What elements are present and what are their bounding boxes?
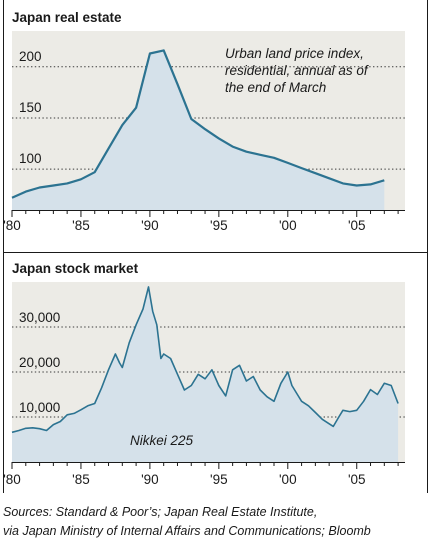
re-x-tick-label-0: '80: [3, 218, 21, 233]
re-x-tick-label-2: '90: [141, 218, 159, 233]
re-x-tick-label-3: '95: [210, 218, 228, 233]
sources-note: Sources: Standard & Poor’s; Japan Real E…: [3, 503, 430, 541]
stock-market-area: [12, 286, 399, 462]
sm-x-tick-label-2: '90: [141, 472, 159, 487]
sm-y-tick-label-1: 20,000: [19, 355, 60, 370]
real-estate-annotation-line-2: residential, annual as of: [225, 63, 369, 78]
sources-line-1: Sources: Standard & Poor’s; Japan Real E…: [3, 505, 318, 519]
real-estate-line: [11, 49, 385, 199]
re-x-tick-label-5: '05: [348, 218, 366, 233]
re-y-tick-label-0: 100: [19, 151, 42, 166]
re-x-tick-label-1: '85: [72, 218, 90, 233]
figure: Japan real estate 100 150 200 '80 '85 '90 '95…: [3, 0, 428, 493]
nikkei-series-label: Nikkei 225: [130, 433, 194, 448]
re-y-tick-label-2: 200: [19, 49, 42, 64]
sm-x-tick-label-5: '05: [348, 472, 366, 487]
stock-market-chart: Japan stock market 10,000 20,000 30,000 '8…: [3, 261, 405, 487]
real-estate-title: Japan real estate: [12, 10, 122, 25]
sm-y-tick-label-0: 10,000: [19, 400, 60, 415]
real-estate-area: [12, 50, 385, 211]
sources-line-2: via Japan Ministry of Internal Affairs a…: [3, 524, 371, 538]
real-estate-annotation-line-1: Urban land price index,: [225, 46, 364, 61]
re-y-tick-label-1: 150: [19, 100, 42, 115]
sm-y-tick-label-2: 30,000: [19, 310, 60, 325]
stock-market-title: Japan stock market: [12, 261, 139, 276]
sm-x-tick-label-1: '85: [72, 472, 90, 487]
sm-x-tick-label-3: '95: [210, 472, 228, 487]
sm-x-tick-label-0: '80: [3, 472, 21, 487]
sm-x-tick-label-4: '00: [279, 472, 297, 487]
real-estate-chart: Japan real estate 100 150 200 '80 '85 '90 '95…: [3, 10, 405, 233]
re-x-tick-label-4: '00: [279, 218, 297, 233]
real-estate-annotation-line-3: the end of March: [225, 80, 326, 95]
stock-market-line: [11, 286, 399, 434]
